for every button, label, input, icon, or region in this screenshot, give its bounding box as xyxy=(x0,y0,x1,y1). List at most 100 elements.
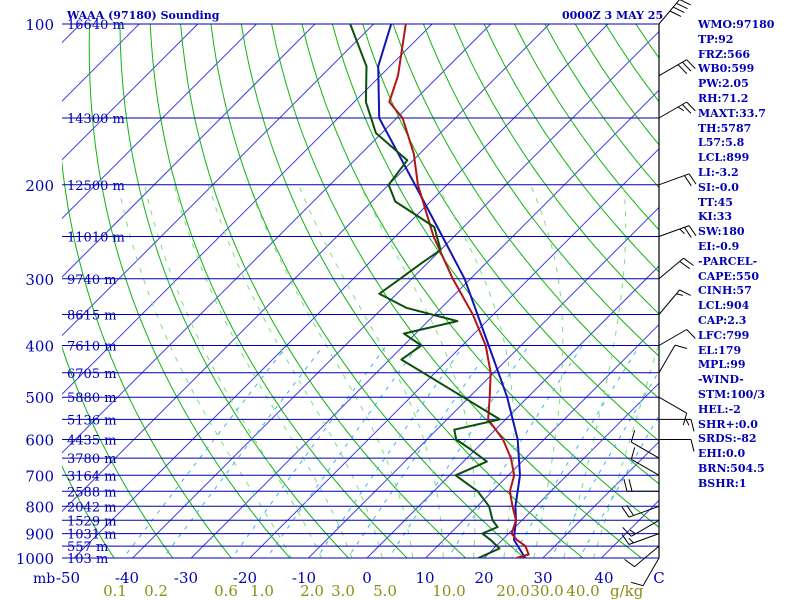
height-label: 103 m xyxy=(67,552,108,567)
dry-adiabat xyxy=(149,24,408,558)
dewpoint-line xyxy=(349,24,501,558)
isotherm-line xyxy=(366,265,659,558)
temperature-tick-label: C xyxy=(653,569,664,587)
index-line: BRN:504.5 xyxy=(698,462,765,475)
height-label: 11010 m xyxy=(67,231,125,246)
chart-title: WAAA (97180) Sounding xyxy=(67,9,220,22)
index-line: EI:-0.9 xyxy=(698,240,740,253)
index-line: LI:-3.2 xyxy=(698,166,739,179)
wind-barb xyxy=(659,439,695,452)
index-line: FRZ:566 xyxy=(698,47,751,61)
mixing-ratio-line xyxy=(162,345,324,558)
dry-adiabat xyxy=(392,24,659,400)
height-label: 4435 m xyxy=(67,434,117,449)
chart-date: 0000Z 3 MAY 25 xyxy=(562,9,664,22)
pressure-tick-label: 500 xyxy=(25,389,54,407)
mixing-ratio-line xyxy=(231,345,387,558)
wind-barb xyxy=(658,329,696,346)
height-label: 2042 m xyxy=(67,500,117,515)
isotherm-line xyxy=(424,323,659,558)
height-label: 1529 m xyxy=(67,514,117,529)
height-label: 6705 m xyxy=(67,367,117,382)
pressure-tick-label: 1000 xyxy=(16,550,54,568)
temperature-tick-label: 30 xyxy=(533,569,552,587)
index-line: CAP:2.3 xyxy=(698,314,747,327)
height-label: 12500 m xyxy=(67,179,125,194)
index-line: BSHR:1 xyxy=(698,476,747,490)
pressure-tick-label: 300 xyxy=(25,271,54,289)
moist-adiabat xyxy=(298,184,444,558)
index-line: LCL:904 xyxy=(698,299,750,313)
temperature-axis: -50 -40 -30 -20 -10 0 10 20 30 40 C xyxy=(56,569,665,587)
wind-barb xyxy=(624,545,660,568)
wind-barb xyxy=(621,504,660,518)
index-line: KI:33 xyxy=(698,210,733,224)
mixing-ratio-line xyxy=(447,345,583,558)
profiles xyxy=(349,24,530,558)
index-line: -PARCEL- xyxy=(698,254,758,268)
isotherm-line xyxy=(62,24,257,220)
mixing-ratio-axis: 0.1 0.2 0.6 1.0 2.0 3.0 5.0 10.0 20.0 30.0 40.0 xyxy=(103,582,600,600)
isotherm-line xyxy=(62,24,374,337)
isotherm-line xyxy=(62,24,433,395)
index-line: SW:180 xyxy=(698,225,745,239)
wind-barb xyxy=(658,257,694,280)
pressure-tick-label: 900 xyxy=(25,526,54,544)
mb-unit-label: mb xyxy=(33,571,55,587)
height-label: 1031 m xyxy=(67,528,117,543)
dry-adiabat xyxy=(180,24,467,558)
gkg-unit-label: g/kg xyxy=(610,582,644,600)
temperature-tick-label: -30 xyxy=(174,569,198,587)
wind-barb xyxy=(658,225,697,238)
parcel-line xyxy=(377,24,527,558)
height-label: 8615 m xyxy=(67,309,117,324)
wind-barb xyxy=(659,418,695,432)
isotherm-line xyxy=(0,24,22,569)
dry-adiabat xyxy=(362,24,659,442)
wind-barb xyxy=(623,479,659,492)
index-line: CAPE:550 xyxy=(698,269,759,283)
isotherm-line xyxy=(249,148,659,558)
dry-adiabat xyxy=(210,24,526,558)
mixing-ratio-line xyxy=(316,345,465,558)
height-label: 2588 m xyxy=(67,485,117,500)
temperature-tick-label: -50 xyxy=(56,569,80,587)
index-line: SHR+:0.0 xyxy=(698,417,758,431)
isotherm-line xyxy=(73,24,609,558)
index-line: MAXT:33.7 xyxy=(698,106,766,120)
dry-adiabat xyxy=(483,24,659,273)
dry-adiabat xyxy=(301,24,659,528)
mixing-ratio-line xyxy=(388,345,530,558)
height-label: 5880 m xyxy=(67,391,117,406)
wind-barb xyxy=(658,101,696,119)
mixing-ratio-line xyxy=(347,345,493,558)
isotherm-line xyxy=(62,24,550,513)
isobars xyxy=(62,23,660,559)
isotherm-line xyxy=(190,89,659,558)
mixing-ratio-line xyxy=(550,370,659,558)
wind-barb xyxy=(658,396,688,426)
isotherm-line xyxy=(62,24,199,161)
dry-adiabat xyxy=(453,24,659,315)
mixing-ratio-tick-label: 2.0 xyxy=(300,582,324,600)
index-line: RH:71.2 xyxy=(698,92,749,105)
wind-barb xyxy=(622,519,660,537)
index-line: HEL:-2 xyxy=(698,402,741,416)
mixing-ratio-tick-label: 30.0 xyxy=(530,582,563,600)
pressure-tick-label: 400 xyxy=(25,338,54,356)
temperature-tick-label: 20 xyxy=(474,569,493,587)
temperature-tick-label: 10 xyxy=(415,569,434,587)
mixing-ratio-tick-label: 5.0 xyxy=(373,582,397,600)
index-line: SI:-0.0 xyxy=(698,180,739,194)
isotherm-line xyxy=(131,30,659,558)
wind-barb xyxy=(658,289,691,315)
mixing-ratio-tick-label: 20.0 xyxy=(496,582,529,600)
mixing-ratio-tick-label: 0.2 xyxy=(144,582,168,600)
wind-barbs xyxy=(621,0,697,587)
pressure-tick-label: 700 xyxy=(25,467,54,485)
height-labels: 16640 m 14300 m 12500 m 11010 m 9740 m 8615 m… xyxy=(67,18,125,567)
dry-adiabat xyxy=(422,24,659,357)
index-line: TH:5787 xyxy=(698,121,752,135)
wind-barb xyxy=(630,557,660,587)
index-line: WB0:599 xyxy=(698,62,755,76)
